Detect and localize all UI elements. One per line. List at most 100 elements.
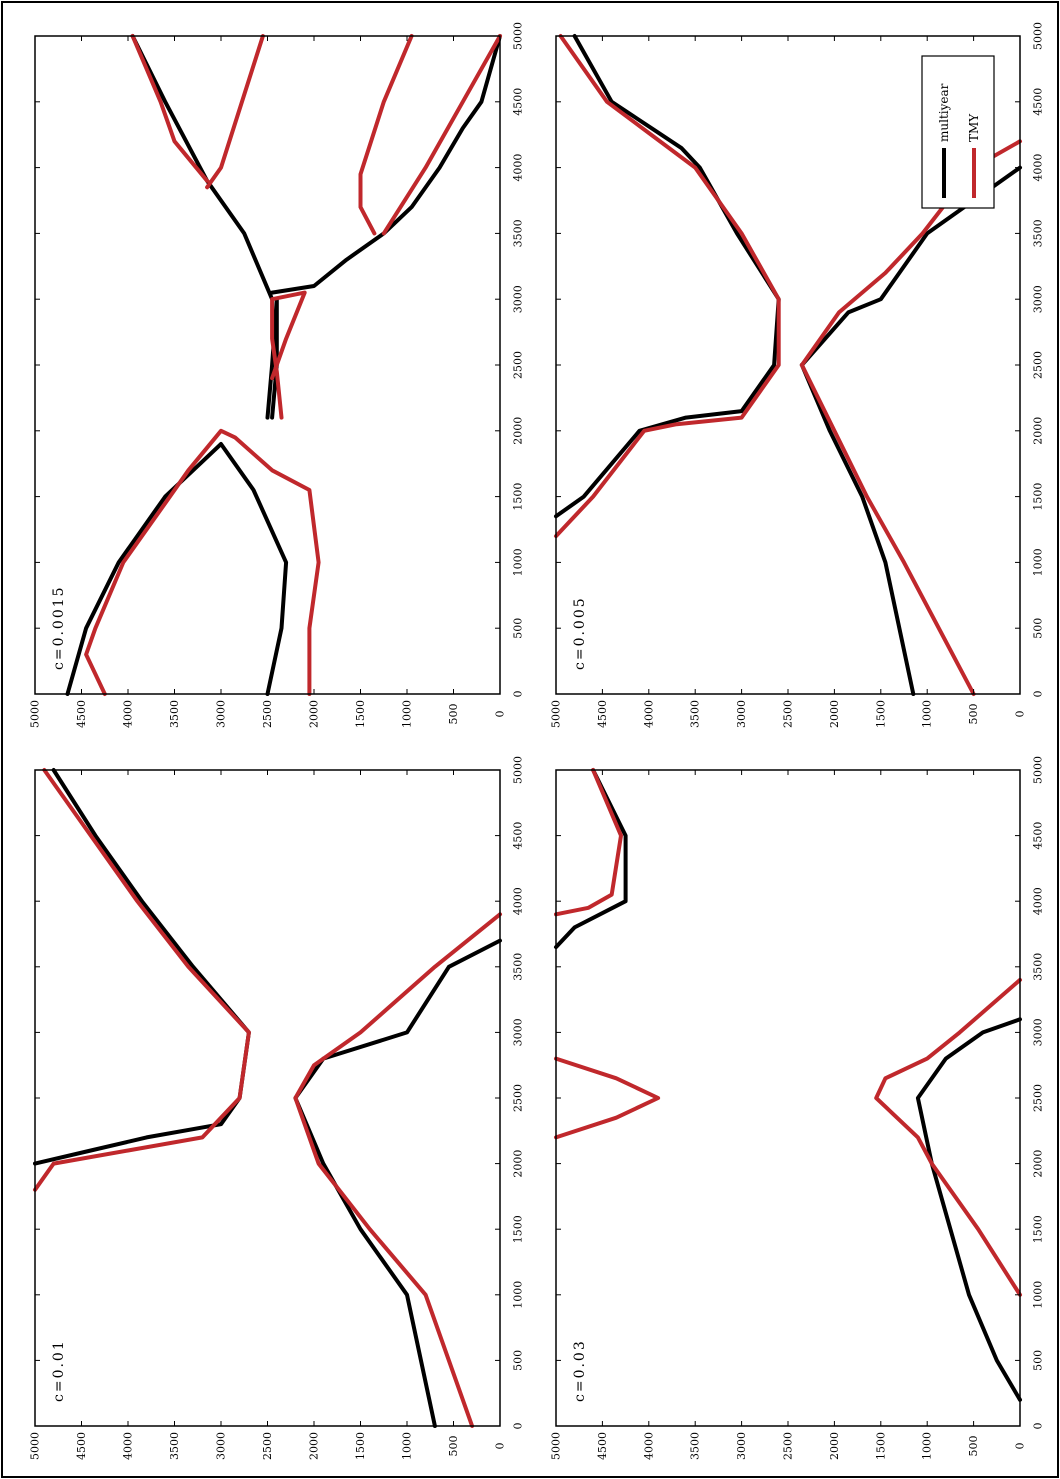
series-tmy-line (554, 1056, 661, 1140)
x-tick-label: 3000 (512, 285, 525, 313)
y-tick-label: 500 (967, 704, 980, 725)
y-tick-label: 1500 (354, 700, 367, 728)
x-tick-label: 0 (1032, 1423, 1045, 1430)
x-tick-label: 0 (512, 1423, 525, 1430)
y-tick-label: 2500 (782, 1432, 795, 1460)
legend-label-multiyear: multiyear (937, 83, 951, 142)
series-tmy-line (381, 34, 502, 236)
x-tick-label: 2500 (512, 351, 525, 379)
x-tick-label: 1500 (1032, 1215, 1045, 1243)
panel-c00015: 0 500 1000 1500 2000 2500 3000 3500 4000 4500 5000… (29, 22, 525, 728)
x-tick-label: 3500 (512, 219, 525, 247)
series-tmy-line (358, 34, 414, 236)
x-tick-label: 1000 (512, 1281, 525, 1309)
x-tick-label: 3500 (512, 953, 525, 981)
y-tick-label: 4500 (75, 700, 88, 728)
x-tick-label: 1500 (1032, 483, 1045, 511)
x-tick-label: 3500 (1032, 219, 1045, 247)
legend-box (921, 55, 995, 209)
y-tick-label: 5000 (29, 700, 42, 728)
y-tick-label: 2000 (828, 1432, 841, 1460)
y-tick-label: 4500 (75, 1432, 88, 1460)
x-tick-label: 5000 (1032, 756, 1045, 784)
x-tick-label: 4000 (1032, 887, 1045, 915)
series-tmy-line (554, 768, 623, 917)
series-multiyear-line (554, 768, 628, 950)
panel-c0005: 0 500 1000 1500 2000 2500 3000 3500 4000 4500 5000… (550, 22, 1045, 728)
x-tick-label: 3000 (1032, 1018, 1045, 1046)
series-tmy-line (554, 34, 781, 539)
x-tick-label: 4500 (1032, 822, 1045, 850)
y-tick-label: 2500 (782, 700, 795, 728)
y-tick-label: 4000 (122, 700, 135, 728)
y-tick-label: 2000 (828, 700, 841, 728)
x-tick-label: 2000 (512, 1150, 525, 1178)
y-tick-label: 2000 (308, 1432, 321, 1460)
y-tick-label: 4500 (596, 1432, 609, 1460)
y-tick-label: 0 (494, 1443, 507, 1450)
y-tick-label: 0 (1014, 1443, 1027, 1450)
y-tick-label: 5000 (550, 700, 563, 728)
panel-label: c=0.005 (572, 596, 588, 670)
x-tick-label: 1000 (512, 548, 525, 576)
legend-label-tmy: TMY (967, 113, 981, 142)
x-tick-label: 1500 (512, 1215, 525, 1243)
y-tick-label: 5000 (29, 1432, 42, 1460)
x-tick-label: 3000 (1032, 285, 1045, 313)
x-tick-label: 0 (512, 691, 525, 698)
x-tick-label: 5000 (512, 22, 525, 50)
x-tick-label: 500 (1032, 1350, 1045, 1371)
y-tick-label: 1000 (921, 1432, 934, 1460)
series-multiyear-line (799, 363, 916, 696)
y-tick-label: 3000 (735, 700, 748, 728)
y-tick-label: 1000 (921, 700, 934, 728)
x-tick-label: 500 (512, 618, 525, 639)
y-tick-label: 3000 (215, 1432, 228, 1460)
x-tick-label: 500 (512, 1350, 525, 1371)
x-tick-label: 4000 (512, 887, 525, 915)
y-tick-label: 500 (447, 704, 460, 725)
y-tick-label: 2500 (261, 700, 274, 728)
x-tick-label: 5000 (1032, 22, 1045, 50)
y-tick-label: 3500 (168, 1432, 181, 1460)
y-tick-label: 1500 (874, 1432, 887, 1460)
series-tmy-line (293, 912, 502, 1428)
y-tick-label: 3500 (689, 1432, 702, 1460)
legend: multiyear TMY (921, 55, 995, 209)
series-tmy-line (874, 977, 1022, 1297)
x-tick-label: 3500 (1032, 953, 1045, 981)
y-tick-label: 4000 (642, 1432, 655, 1460)
panel-label: c=0.0015 (51, 585, 67, 670)
x-tick-label: 2000 (512, 417, 525, 445)
panel-label: c=0.03 (572, 1339, 588, 1402)
x-tick-label: 500 (1032, 618, 1045, 639)
y-tick-label: 5000 (550, 1432, 563, 1460)
x-tick-label: 2500 (512, 1084, 525, 1112)
y-tick-label: 3000 (735, 1432, 748, 1460)
x-tick-label: 5000 (512, 756, 525, 784)
y-tick-label: 1500 (874, 700, 887, 728)
y-tick-label: 4000 (642, 700, 655, 728)
y-tick-label: 2000 (308, 700, 321, 728)
y-tick-label: 2500 (261, 1432, 274, 1460)
y-tick-label: 1000 (401, 1432, 414, 1460)
y-tick-label: 0 (1014, 711, 1027, 718)
series-tmy-line (130, 34, 210, 183)
x-tick-label: 4500 (512, 88, 525, 116)
y-tick-label: 3000 (215, 700, 228, 728)
x-tick-label: 4500 (512, 822, 525, 850)
x-tick-label: 4000 (512, 154, 525, 182)
panel-c001: 0 500 1000 1500 2000 2500 3000 3500 4000 4500 5000… (29, 756, 525, 1460)
series-tmy-line (33, 768, 251, 1192)
x-tick-label: 3000 (512, 1018, 525, 1046)
panel-c003: 0500100015002000250030003500400045005000… (550, 55, 1045, 1460)
x-tick-label: 2000 (1032, 1150, 1045, 1178)
series-tmy-line (205, 34, 265, 190)
y-tick-label: 4500 (596, 700, 609, 728)
x-tick-label: 4500 (1032, 88, 1045, 116)
series-tmy-line (270, 290, 307, 420)
y-tick-label: 3500 (689, 700, 702, 728)
y-tick-label: 1000 (401, 700, 414, 728)
